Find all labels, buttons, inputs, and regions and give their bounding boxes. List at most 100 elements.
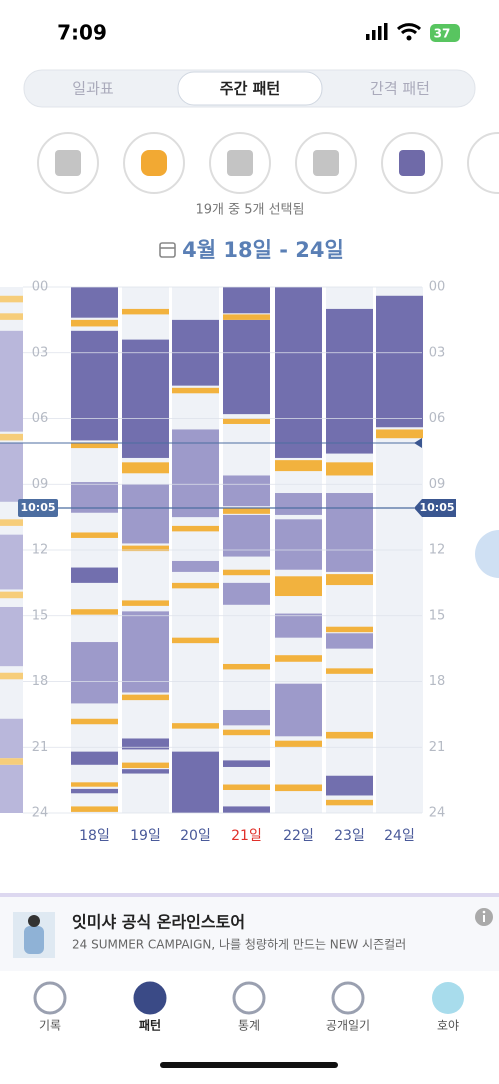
dark-block (71, 287, 118, 318)
y-tick-label: 00 (429, 280, 446, 295)
light-block (223, 475, 270, 507)
y-tick-label: 03 (429, 345, 446, 360)
feed-block (0, 433, 23, 441)
feed-block (326, 668, 373, 674)
feed-block (223, 784, 270, 790)
nav-icon[interactable] (432, 982, 464, 1014)
tab[interactable]: 주간 패턴 (220, 80, 280, 98)
y-tick-label: 06 (32, 411, 49, 426)
light-block (0, 330, 23, 432)
ad-banner[interactable] (0, 897, 499, 971)
tab-selected-bg (177, 71, 323, 106)
dark-block (122, 339, 169, 458)
light-block (0, 442, 23, 502)
y-tick-label: 18 (429, 674, 446, 689)
light-block (223, 709, 270, 726)
y-tick-label: 00 (32, 280, 49, 295)
nav-icon[interactable] (232, 981, 266, 1015)
feed-block (275, 740, 322, 748)
feed-block (223, 729, 270, 736)
light-block (0, 534, 23, 590)
day-label: 24일 (384, 828, 415, 844)
light-block (223, 582, 270, 605)
nav-label[interactable]: 기록 (39, 1019, 61, 1033)
filter-icon[interactable] (467, 132, 499, 194)
nav-icon[interactable] (33, 981, 67, 1015)
y-tick-label: 15 (32, 608, 49, 623)
feed-block (122, 694, 169, 701)
calendar-icon (159, 242, 176, 258)
filter-glyph (399, 150, 425, 176)
nav-label[interactable]: 공개일기 (326, 1019, 370, 1033)
light-block (275, 519, 322, 570)
filter-glyph (227, 150, 253, 176)
filter-glyph (313, 150, 339, 176)
dark-block (71, 567, 118, 583)
feed-block (326, 626, 373, 633)
feed-block (275, 784, 322, 792)
date-range[interactable]: 4월 18일 - 24일 (182, 238, 344, 262)
light-block (122, 484, 169, 544)
filter-glyph (55, 150, 81, 176)
feed-block (275, 655, 322, 662)
y-tick-label: 09 (32, 477, 49, 492)
status-icons (366, 23, 460, 42)
dark-block (122, 769, 169, 774)
feed-block (376, 429, 423, 439)
feed-block (122, 762, 169, 769)
feed-block (223, 508, 270, 514)
feed-block (0, 313, 23, 320)
y-tick-label: 09 (429, 477, 446, 492)
tab[interactable]: 일과표 (72, 80, 114, 98)
dark-block (326, 775, 373, 796)
status-time: 7:09 (57, 21, 107, 45)
filter-glyph (141, 150, 167, 176)
light-block (0, 606, 23, 667)
wake-marker (414, 438, 422, 448)
day-label: 19일 (130, 828, 161, 844)
feed-block (122, 545, 169, 552)
nav-label[interactable]: 통계 (238, 1019, 260, 1033)
day-label: 23일 (334, 828, 365, 844)
feed-block (0, 758, 23, 765)
scroll-handle[interactable] (475, 530, 499, 578)
nav-label[interactable]: 호야 (437, 1019, 459, 1033)
dark-block (376, 295, 423, 428)
now-label: 10:05 (20, 501, 55, 514)
feed-block (122, 462, 169, 474)
feed-block (223, 663, 270, 670)
nav-icon[interactable] (133, 981, 167, 1015)
feed-block (223, 314, 270, 320)
nav-label[interactable]: 패턴 (139, 1018, 161, 1033)
day-label: 21일 (231, 828, 262, 844)
info-icon[interactable] (475, 908, 493, 926)
now-label: 10:05 (419, 501, 454, 514)
dark-block (275, 287, 322, 458)
feed-block (71, 806, 118, 812)
dark-block (223, 319, 270, 415)
light-block (0, 718, 23, 759)
light-block (275, 493, 322, 515)
light-block (326, 493, 373, 572)
feed-block (275, 576, 322, 597)
feed-block (0, 519, 23, 526)
nav-icon[interactable] (331, 981, 365, 1015)
feed-block (0, 672, 23, 680)
y-tick-label: 24 (32, 806, 49, 821)
feed-block (71, 718, 118, 725)
feed-block (172, 582, 219, 589)
day-label: 20일 (180, 828, 211, 844)
tab[interactable]: 간격 패턴 (370, 80, 430, 98)
ad-title: 잇미샤 공식 온라인스토어 (72, 913, 245, 932)
feed-block (71, 319, 118, 327)
feed-block (0, 295, 23, 303)
day-label: 22일 (283, 828, 314, 844)
light-block (122, 611, 169, 693)
dark-block (71, 751, 118, 765)
y-tick-label: 06 (429, 411, 446, 426)
light-block (275, 613, 322, 638)
feed-block (71, 782, 118, 787)
feed-block (122, 600, 169, 606)
feed-block (122, 308, 169, 315)
